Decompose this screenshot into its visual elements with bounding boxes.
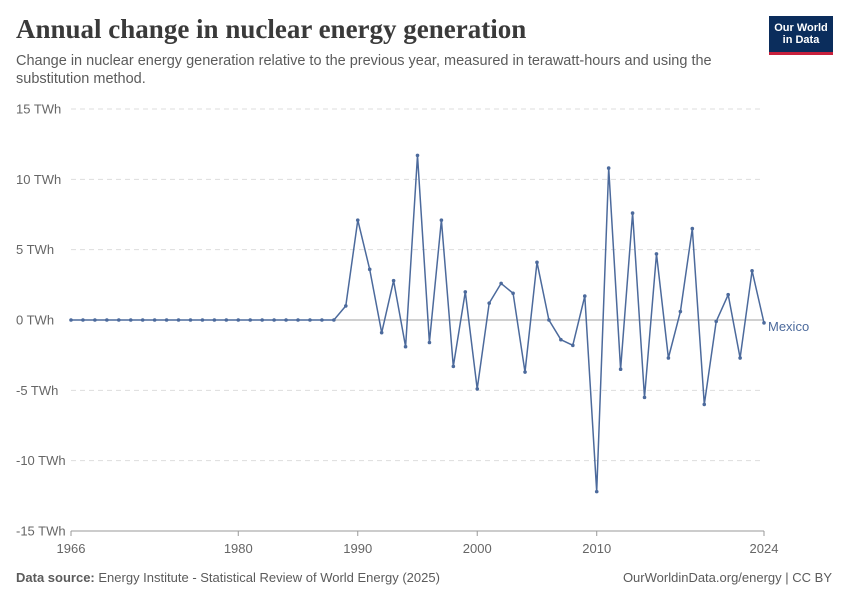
data-point bbox=[654, 252, 659, 256]
data-point bbox=[571, 343, 575, 348]
data-point bbox=[678, 309, 683, 314]
data-point bbox=[248, 318, 253, 322]
data-point bbox=[427, 340, 432, 345]
data-point bbox=[451, 364, 456, 369]
data-point bbox=[594, 489, 599, 494]
data-point bbox=[140, 318, 145, 322]
data-point bbox=[152, 318, 157, 322]
y-tick-label: -5 TWh bbox=[16, 383, 58, 398]
series-line-mexico bbox=[71, 154, 765, 493]
data-point bbox=[116, 318, 121, 322]
series-label-mexico: Mexico bbox=[768, 319, 809, 334]
data-point bbox=[750, 268, 754, 273]
y-tick-label: 10 TWh bbox=[16, 172, 61, 187]
data-point bbox=[714, 319, 719, 324]
data-point bbox=[176, 318, 181, 322]
data-point bbox=[702, 402, 707, 407]
y-tick-label: 5 TWh bbox=[16, 242, 54, 257]
data-point bbox=[618, 367, 623, 372]
data-source-label: Data source: bbox=[16, 570, 95, 585]
data-point bbox=[642, 395, 647, 400]
data-point bbox=[81, 318, 85, 322]
data-point bbox=[499, 281, 503, 286]
y-tick-label: 15 TWh bbox=[16, 102, 61, 117]
x-tick-label: 2000 bbox=[463, 541, 492, 556]
data-point bbox=[523, 370, 527, 374]
data-point bbox=[666, 356, 671, 360]
data-point bbox=[308, 318, 312, 322]
data-point bbox=[164, 318, 169, 322]
logo-line-1: Our World bbox=[774, 22, 828, 34]
data-point bbox=[738, 356, 742, 360]
data-point bbox=[487, 301, 491, 305]
data-point bbox=[212, 318, 217, 322]
x-tick-label: 1966 bbox=[57, 541, 86, 556]
data-point bbox=[224, 318, 229, 322]
data-point bbox=[415, 153, 420, 158]
data-point bbox=[367, 267, 372, 272]
data-point bbox=[690, 226, 695, 231]
data-point bbox=[726, 292, 730, 297]
data-point bbox=[188, 318, 193, 322]
data-point bbox=[296, 318, 300, 322]
x-tick-label: 2024 bbox=[750, 541, 779, 556]
data-source: Data source: Energy Institute - Statisti… bbox=[16, 570, 440, 585]
data-point bbox=[606, 166, 611, 170]
data-point bbox=[511, 291, 515, 296]
data-point bbox=[379, 330, 384, 335]
data-point bbox=[559, 337, 563, 342]
data-point bbox=[128, 318, 133, 322]
data-point bbox=[463, 290, 468, 294]
data-point bbox=[236, 318, 241, 322]
data-point bbox=[284, 318, 288, 322]
data-point bbox=[260, 318, 264, 322]
x-tick-label: 1990 bbox=[343, 541, 372, 556]
data-source-link[interactable]: Energy Institute - Statistical Review of… bbox=[98, 570, 440, 585]
data-point bbox=[391, 278, 396, 283]
chart-subtitle: Change in nuclear energy generation rela… bbox=[16, 53, 712, 87]
data-point bbox=[403, 344, 408, 349]
logo-line-2: in Data bbox=[782, 34, 820, 46]
owid-logo[interactable]: Our World in Data bbox=[769, 16, 833, 55]
y-tick-label: 0 TWh bbox=[16, 313, 54, 328]
data-point bbox=[93, 318, 97, 322]
data-point bbox=[69, 318, 73, 322]
footer-credit-link[interactable]: OurWorldinData.org/energy | CC BY bbox=[622, 570, 832, 585]
y-tick-label: -10 TWh bbox=[16, 453, 66, 468]
data-point bbox=[355, 218, 360, 222]
data-point bbox=[200, 318, 205, 322]
data-point bbox=[272, 318, 276, 322]
data-point bbox=[630, 211, 635, 215]
data-point bbox=[344, 304, 348, 308]
data-point bbox=[762, 321, 766, 325]
data-point bbox=[547, 318, 551, 322]
x-tick-label: 1980 bbox=[224, 541, 253, 556]
x-tick-label: 2010 bbox=[582, 541, 611, 556]
data-point bbox=[439, 218, 444, 222]
data-point bbox=[105, 318, 109, 322]
data-point bbox=[582, 294, 587, 298]
chart-title: Annual change in nuclear energy generati… bbox=[16, 14, 527, 44]
data-point bbox=[332, 318, 336, 322]
data-point bbox=[475, 387, 480, 391]
data-point bbox=[535, 260, 539, 265]
data-point bbox=[320, 318, 324, 322]
y-tick-label: -15 TWh bbox=[16, 524, 66, 539]
